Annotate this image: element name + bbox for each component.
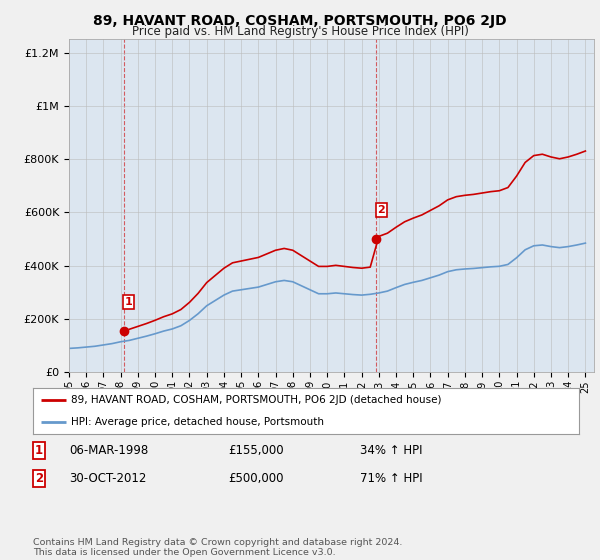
Text: 71% ↑ HPI: 71% ↑ HPI [360,472,422,486]
Text: HPI: Average price, detached house, Portsmouth: HPI: Average price, detached house, Port… [71,417,324,427]
Text: Price paid vs. HM Land Registry's House Price Index (HPI): Price paid vs. HM Land Registry's House … [131,25,469,38]
Text: 30-OCT-2012: 30-OCT-2012 [69,472,146,486]
Text: 1: 1 [35,444,43,458]
Text: £155,000: £155,000 [228,444,284,458]
Text: 06-MAR-1998: 06-MAR-1998 [69,444,148,458]
Text: 1: 1 [125,297,133,307]
Text: 2: 2 [377,205,385,215]
Text: 89, HAVANT ROAD, COSHAM, PORTSMOUTH, PO6 2JD: 89, HAVANT ROAD, COSHAM, PORTSMOUTH, PO6… [93,14,507,28]
Text: 2: 2 [35,472,43,486]
Text: 34% ↑ HPI: 34% ↑ HPI [360,444,422,458]
Text: £500,000: £500,000 [228,472,284,486]
Text: Contains HM Land Registry data © Crown copyright and database right 2024.
This d: Contains HM Land Registry data © Crown c… [33,538,403,557]
Text: 89, HAVANT ROAD, COSHAM, PORTSMOUTH, PO6 2JD (detached house): 89, HAVANT ROAD, COSHAM, PORTSMOUTH, PO6… [71,395,442,405]
